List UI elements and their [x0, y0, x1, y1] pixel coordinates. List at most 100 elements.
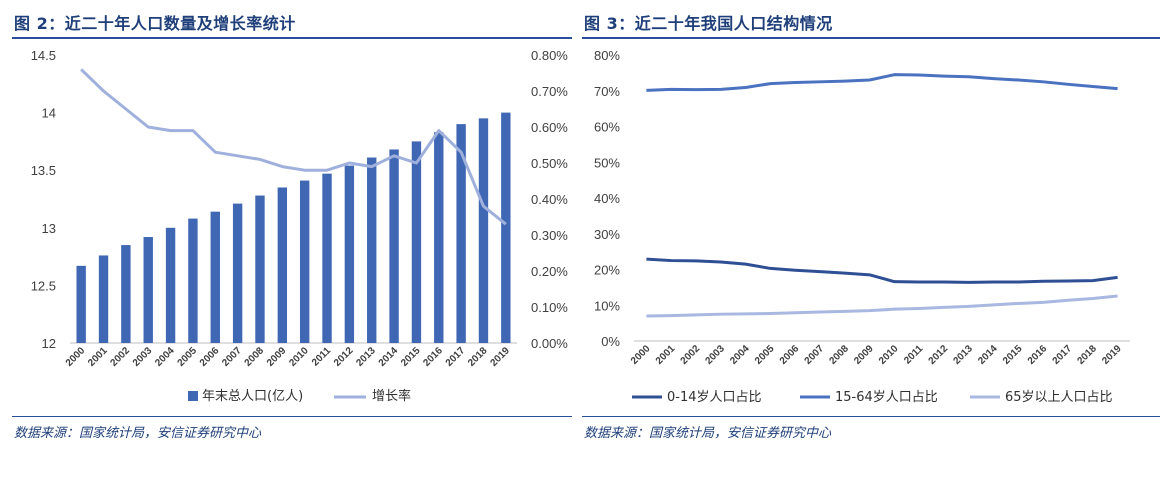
- structure-chart: 0%10%20%30%40%50%60%70%80%2000 2001 2002 20…: [594, 48, 1130, 405]
- x-tick-label: 2004: [153, 345, 177, 369]
- population-bar: [322, 173, 332, 343]
- population-bar: [367, 157, 377, 343]
- x-tick-label: 2004: [728, 343, 752, 367]
- x-tick-label: 2010: [287, 345, 311, 369]
- y-tick-label: 12.5: [31, 278, 56, 293]
- growth-rate-line: [80, 68, 507, 226]
- y-tick-label: 60%: [594, 120, 620, 135]
- y2-tick-label: 0.60%: [531, 120, 568, 135]
- y-tick-label: 80%: [594, 48, 620, 63]
- y-tick-label: 13.5: [31, 163, 56, 178]
- legend-15-64-label: 15-64岁人口占比: [835, 390, 938, 405]
- population-bar: [98, 255, 109, 343]
- x-tick-label: 2009: [852, 343, 876, 367]
- population-bar: [456, 124, 466, 344]
- y-tick-label: 14: [42, 106, 56, 121]
- left-title-rule: [12, 37, 572, 39]
- x-tick-label: 2017: [1051, 343, 1075, 367]
- series-line-65plus: [646, 294, 1118, 318]
- x-tick-label: 2013: [951, 343, 975, 367]
- right-chart-title: 图 3：近二十年我国人口结构情况: [584, 14, 833, 33]
- x-tick-label: 2016: [421, 345, 445, 369]
- x-tick-label: 2015: [1001, 343, 1025, 367]
- population-bar: [255, 195, 265, 343]
- x-tick-label: 2005: [753, 343, 777, 367]
- x-tick-label: 2011: [310, 345, 333, 368]
- y2-tick-label: 0.70%: [531, 84, 568, 99]
- left-chart-panel: 图 2：近二十年人口数量及增长率统计 12 12.5 13 13.5 14 14.5 0.0…: [12, 0, 572, 450]
- y-tick-label: 10%: [594, 298, 620, 313]
- population-bar: [478, 118, 489, 343]
- x-tick-label: 2018: [466, 345, 490, 369]
- x-tick-label: 2016: [1026, 343, 1050, 367]
- x-tick-label: 2018: [1075, 343, 1099, 367]
- x-tick-label: 2006: [778, 343, 802, 367]
- population-bar: [143, 237, 153, 343]
- x-tick-label: 2014: [976, 343, 1000, 367]
- x-tick-label: 2005: [176, 345, 200, 369]
- y-tick-label: 30%: [594, 227, 620, 242]
- legend-65plus-label: 65岁以上人口占比: [1005, 390, 1113, 405]
- left-source-note: 数据来源：国家统计局，安信证券研究中心: [14, 426, 262, 441]
- y-tick-label: 12: [42, 336, 56, 351]
- y-tick-label: 0%: [601, 334, 620, 349]
- left-bottom-rule: [12, 416, 572, 417]
- y2-tick-label: 0.30%: [531, 228, 568, 243]
- population-bar: [188, 218, 198, 343]
- y-tick-label: 50%: [594, 155, 620, 170]
- x-tick-label: 2008: [243, 345, 267, 369]
- x-tick-label: 2019: [488, 345, 512, 369]
- population-bar: [165, 227, 176, 343]
- right-source-note: 数据来源：国家统计局，安信证券研究中心: [584, 426, 832, 441]
- population-bar: [232, 203, 243, 343]
- x-tick-label: 2019: [1100, 343, 1124, 367]
- series-line-15-64: [646, 73, 1118, 92]
- right-title-rule: [582, 37, 1160, 39]
- population-chart: 12 12.5 13 13.5 14 14.5 0.00% 0.10% 0.20% 0.30% 0.…: [31, 48, 569, 404]
- y2-tick-label: 0.10%: [531, 300, 568, 315]
- y2-tick-label: 0.50%: [531, 156, 568, 171]
- y-tick-label: 20%: [594, 263, 620, 278]
- legend-swatch-population: [188, 391, 198, 401]
- x-tick-label: 2002: [108, 345, 132, 369]
- x-tick-label: 2001: [654, 343, 678, 367]
- left-chart-title: 图 2：近二十年人口数量及增长率统计: [14, 14, 296, 33]
- population-bar: [411, 141, 422, 343]
- x-tick-label: 2014: [377, 345, 401, 369]
- x-tick-label: 2011: [902, 343, 925, 366]
- x-tick-label: 2007: [220, 345, 244, 369]
- right-chart-panel: 图 3：近二十年我国人口结构情况 0% 10% 20% 30% 40% 50% 60% 70%…: [582, 0, 1160, 450]
- x-tick-label: 2010: [877, 343, 901, 367]
- x-tick-label: 2017: [444, 345, 468, 369]
- x-tick-label: 2001: [86, 345, 110, 369]
- y-tick-label: 13: [42, 221, 56, 236]
- y-tick-label: 70%: [594, 84, 620, 99]
- y2-tick-label: 0.80%: [531, 48, 568, 63]
- y-tick-label: 40%: [594, 191, 620, 206]
- x-tick-label: 2012: [927, 343, 951, 367]
- x-tick-label: 2015: [399, 345, 423, 369]
- population-bar: [277, 187, 288, 343]
- legend-label-growth: 增长率: [372, 388, 411, 404]
- population-bar: [299, 180, 310, 343]
- y2-tick-label: 0.20%: [531, 264, 568, 279]
- y2-tick-label: 0.00%: [531, 336, 568, 351]
- x-tick-label: 2000: [64, 345, 88, 369]
- x-tick-label: 2012: [332, 345, 356, 369]
- population-bar: [210, 211, 220, 343]
- y2-tick-label: 0.40%: [531, 192, 568, 207]
- x-tick-label: 2013: [354, 345, 378, 369]
- x-tick-label: 2008: [827, 343, 851, 367]
- population-bar: [344, 165, 355, 343]
- legend-label-population: 年末总人口(亿人): [202, 389, 303, 404]
- population-bar: [121, 245, 131, 343]
- x-tick-label: 2003: [703, 343, 727, 367]
- x-tick-label: 2003: [131, 345, 155, 369]
- population-bar: [434, 132, 444, 343]
- right-bottom-rule: [582, 416, 1160, 417]
- legend-0-14-label: 0-14岁人口占比: [667, 390, 762, 405]
- x-tick-label: 2006: [198, 345, 222, 369]
- x-tick-label: 2002: [679, 343, 703, 367]
- x-tick-label: 2009: [265, 345, 289, 369]
- y-tick-label: 14.5: [31, 48, 56, 63]
